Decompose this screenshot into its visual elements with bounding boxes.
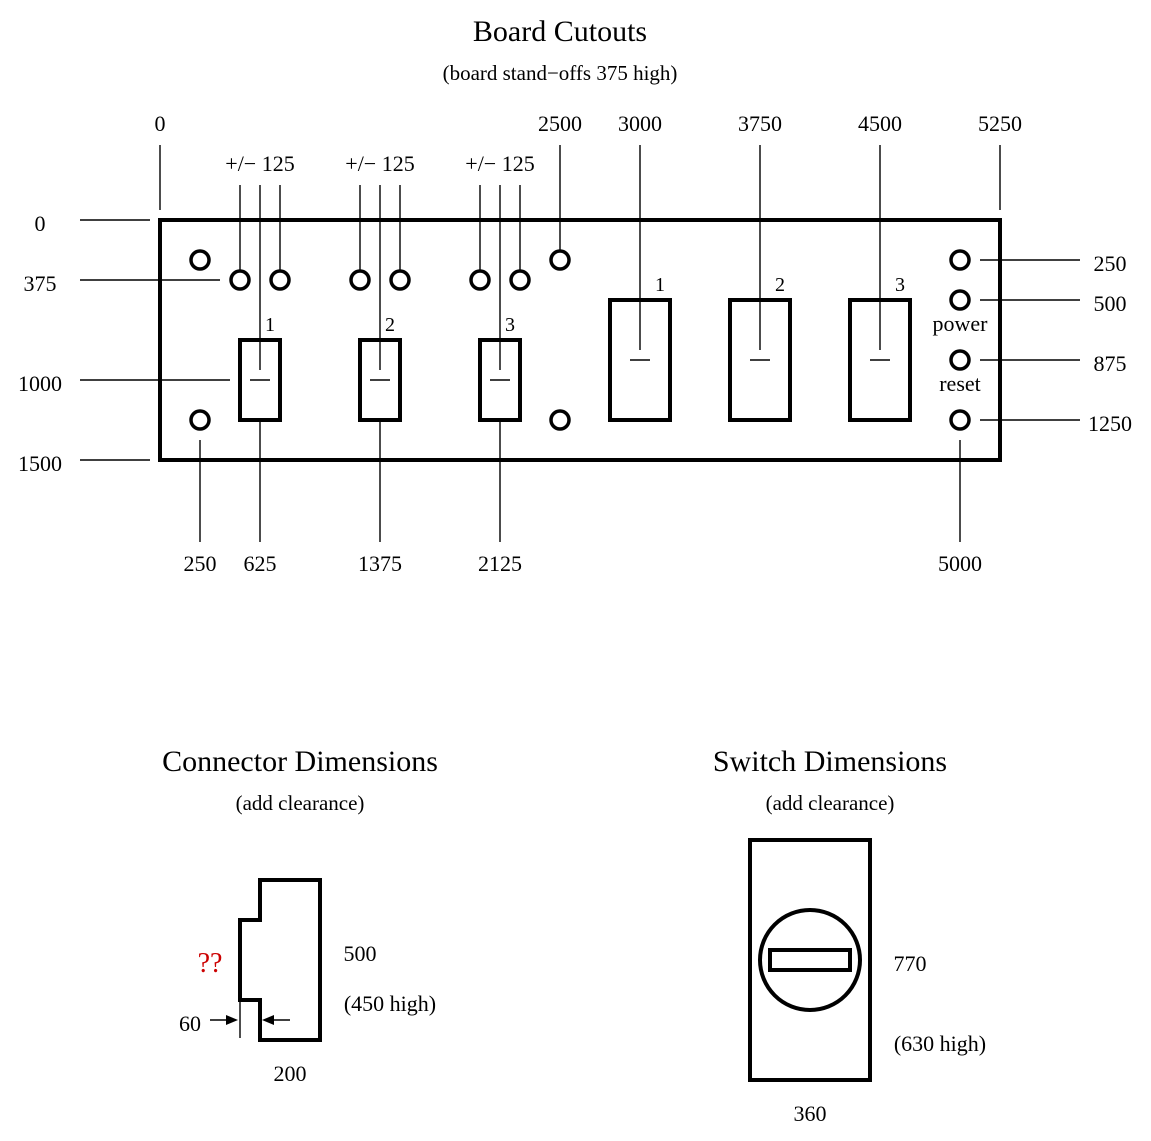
connector-height-label: 500 (344, 941, 377, 966)
switch-number-3: 3 (895, 274, 905, 296)
standoff-holes (189, 249, 971, 431)
switch-number-1: 1 (655, 274, 665, 296)
bottom-label-5000: 5000 (938, 551, 982, 576)
connector-offset-label: 60 (179, 1011, 201, 1036)
tolerance-label-1: +/− 125 (225, 151, 294, 176)
standoff-hole (949, 249, 971, 271)
connector-cutout-rect (358, 338, 402, 422)
connector-number-3: 3 (505, 314, 515, 336)
switch-width-label: 360 (794, 1101, 827, 1126)
switch-subtitle: (add clearance) (766, 791, 895, 815)
offset-dimension-arrows (210, 1002, 290, 1038)
connector-number-1: 1 (265, 314, 275, 336)
bottom-label-625: 625 (244, 551, 277, 576)
bottom-label-2125: 2125 (478, 551, 522, 576)
reset-button-hole (949, 349, 971, 371)
right-label-875: 875 (1094, 351, 1127, 376)
pin-hole (469, 269, 491, 291)
connector-cutout-2: 2 (358, 314, 402, 422)
connector-title: Connector Dimensions (162, 745, 438, 778)
left-label-1500: 1500 (18, 451, 62, 476)
switch-body (748, 838, 872, 1082)
pin-hole (509, 269, 531, 291)
reset-label: reset (939, 371, 981, 396)
top-label-2500: 2500 (538, 111, 582, 136)
right-label-250: 250 (1094, 251, 1127, 276)
pin-hole (349, 269, 371, 291)
switch-cutout-2: 2 (728, 274, 792, 422)
connector-cutout-3: 3 (478, 314, 522, 422)
connector-pin-holes (229, 269, 531, 291)
board-title: Board Cutouts (473, 15, 647, 48)
top-leader-lines (159, 145, 1001, 370)
connector-high-label: (450 high) (344, 991, 436, 1016)
connector-subtitle: (add clearance) (236, 791, 365, 815)
right-label-500: 500 (1094, 291, 1127, 316)
switch-dial (758, 908, 862, 1012)
switch-number-2: 2 (775, 274, 785, 296)
switch-high-label: (630 high) (894, 1031, 986, 1056)
board-outline (158, 218, 1002, 462)
standoff-hole (549, 409, 571, 431)
standoff-hole (949, 409, 971, 431)
top-label-3750: 3750 (738, 111, 782, 136)
connector-cutout-rect (238, 338, 282, 422)
power-label: power (933, 311, 989, 336)
top-label-5250: 5250 (978, 111, 1022, 136)
right-leader-lines (980, 259, 1080, 421)
standoff-hole (189, 249, 211, 271)
standoff-hole (189, 409, 211, 431)
connector-number-2: 2 (385, 314, 395, 336)
connector-width-label: 200 (274, 1061, 307, 1086)
switch-height-label: 770 (894, 951, 927, 976)
connector-cutout-1: 1 (238, 314, 282, 422)
right-label-1250: 1250 (1088, 411, 1132, 436)
switch-cutout-1: 1 (608, 274, 672, 422)
bottom-label-250: 250 (184, 551, 217, 576)
left-leader-lines (80, 219, 230, 461)
switch-cutout-rect (848, 298, 912, 422)
connector-unknown-mark: ?? (198, 948, 223, 979)
switch-cutout-rect (608, 298, 672, 422)
pin-hole (269, 269, 291, 291)
switch-cutout-rect (728, 298, 792, 422)
top-label-3000: 3000 (618, 111, 662, 136)
left-label-375: 375 (24, 271, 57, 296)
power-button-hole (949, 289, 971, 311)
left-label-1000: 1000 (18, 371, 62, 396)
tolerance-label-3: +/− 125 (465, 151, 534, 176)
tolerance-label-2: +/− 125 (345, 151, 414, 176)
top-label-0: 0 (155, 111, 166, 136)
bottom-leader-lines (199, 420, 961, 542)
standoff-hole (549, 249, 571, 271)
switch-cutout-3: 3 (848, 274, 912, 422)
bottom-label-1375: 1375 (358, 551, 402, 576)
pin-hole (229, 269, 251, 291)
connector-profile (238, 878, 322, 1042)
pin-hole (389, 269, 411, 291)
connector-cutout-rect (478, 338, 522, 422)
board-subtitle: (board stand−offs 375 high) (443, 61, 678, 85)
switch-slot (768, 948, 852, 972)
top-label-4500: 4500 (858, 111, 902, 136)
left-label-0: 0 (35, 211, 46, 236)
switch-title: Switch Dimensions (713, 745, 947, 778)
